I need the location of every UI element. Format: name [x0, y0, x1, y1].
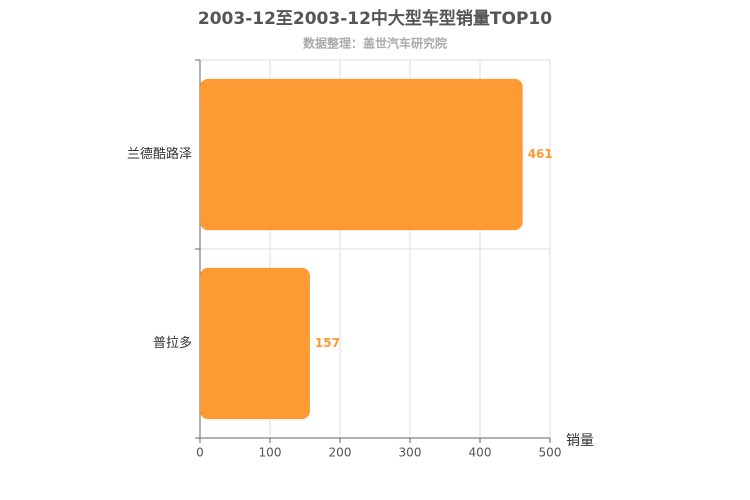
value-label: 461	[528, 147, 553, 161]
chart-title: 2003-12至2003-12中大型车型销量TOP10	[198, 8, 552, 29]
bar	[200, 267, 310, 420]
x-tick-label: 0	[196, 446, 204, 460]
y-tick-label: 普拉多	[153, 335, 192, 351]
x-tick-label: 300	[399, 446, 422, 460]
x-axis-title: 销量	[566, 433, 594, 449]
x-tick-label: 100	[259, 446, 282, 460]
chart-subtitle: 数据整理：盖世汽车研究院	[303, 36, 447, 51]
bar	[200, 78, 523, 231]
x-tick-label: 400	[469, 446, 492, 460]
x-tick-label: 200	[329, 446, 352, 460]
x-tick-label: 500	[539, 446, 562, 460]
value-label: 157	[315, 336, 340, 350]
y-tick-label: 兰德酷路泽	[127, 146, 192, 162]
